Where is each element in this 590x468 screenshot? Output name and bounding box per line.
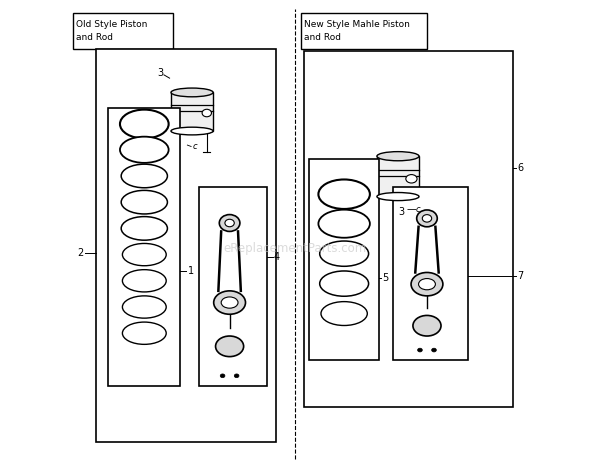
- Text: 3: 3: [398, 206, 404, 217]
- Text: —: —: [406, 204, 416, 214]
- Text: Old Style Piston: Old Style Piston: [77, 20, 148, 29]
- Text: New Style Mahle Piston: New Style Mahle Piston: [304, 20, 410, 29]
- Ellipse shape: [122, 243, 166, 266]
- Text: 3: 3: [158, 68, 164, 79]
- Text: 2: 2: [77, 248, 83, 258]
- Bar: [108, 108, 181, 386]
- Text: 6: 6: [517, 163, 523, 174]
- Text: c: c: [192, 142, 197, 152]
- Text: 4: 4: [274, 252, 280, 263]
- Text: eReplacementParts.com: eReplacementParts.com: [224, 241, 366, 255]
- Ellipse shape: [214, 291, 245, 314]
- Ellipse shape: [122, 270, 166, 292]
- Ellipse shape: [219, 214, 240, 231]
- Ellipse shape: [320, 271, 369, 296]
- Bar: [96, 49, 276, 442]
- Text: 1: 1: [188, 266, 195, 277]
- Ellipse shape: [121, 164, 168, 188]
- Ellipse shape: [120, 110, 169, 139]
- Ellipse shape: [417, 210, 437, 227]
- Bar: [309, 159, 379, 360]
- Ellipse shape: [215, 336, 244, 357]
- Ellipse shape: [432, 348, 437, 352]
- Ellipse shape: [422, 215, 432, 222]
- Ellipse shape: [320, 241, 369, 266]
- Ellipse shape: [411, 272, 443, 296]
- Text: and Rod: and Rod: [304, 33, 342, 42]
- Bar: [377, 156, 419, 197]
- Bar: [199, 187, 267, 386]
- Ellipse shape: [202, 109, 211, 117]
- Ellipse shape: [225, 219, 234, 227]
- Ellipse shape: [324, 79, 350, 99]
- Ellipse shape: [418, 348, 422, 352]
- Text: and Rod: and Rod: [77, 33, 113, 42]
- Ellipse shape: [377, 152, 419, 161]
- Ellipse shape: [418, 278, 435, 290]
- Bar: [301, 13, 427, 49]
- Bar: [304, 51, 513, 407]
- Ellipse shape: [406, 175, 417, 183]
- Bar: [73, 13, 173, 49]
- Ellipse shape: [171, 88, 213, 97]
- Ellipse shape: [234, 374, 239, 378]
- Ellipse shape: [121, 190, 168, 214]
- Ellipse shape: [171, 127, 213, 135]
- Ellipse shape: [319, 179, 370, 209]
- Ellipse shape: [377, 192, 419, 201]
- Ellipse shape: [220, 374, 225, 378]
- Ellipse shape: [122, 322, 166, 344]
- Ellipse shape: [221, 297, 238, 308]
- Ellipse shape: [122, 296, 166, 318]
- Ellipse shape: [413, 315, 441, 336]
- Text: 5: 5: [382, 273, 388, 284]
- Text: c: c: [415, 205, 420, 214]
- Ellipse shape: [121, 217, 168, 240]
- Ellipse shape: [120, 137, 169, 163]
- Ellipse shape: [319, 210, 370, 238]
- Bar: [394, 187, 468, 360]
- Bar: [171, 92, 213, 131]
- Ellipse shape: [321, 301, 368, 326]
- Text: 7: 7: [517, 271, 523, 281]
